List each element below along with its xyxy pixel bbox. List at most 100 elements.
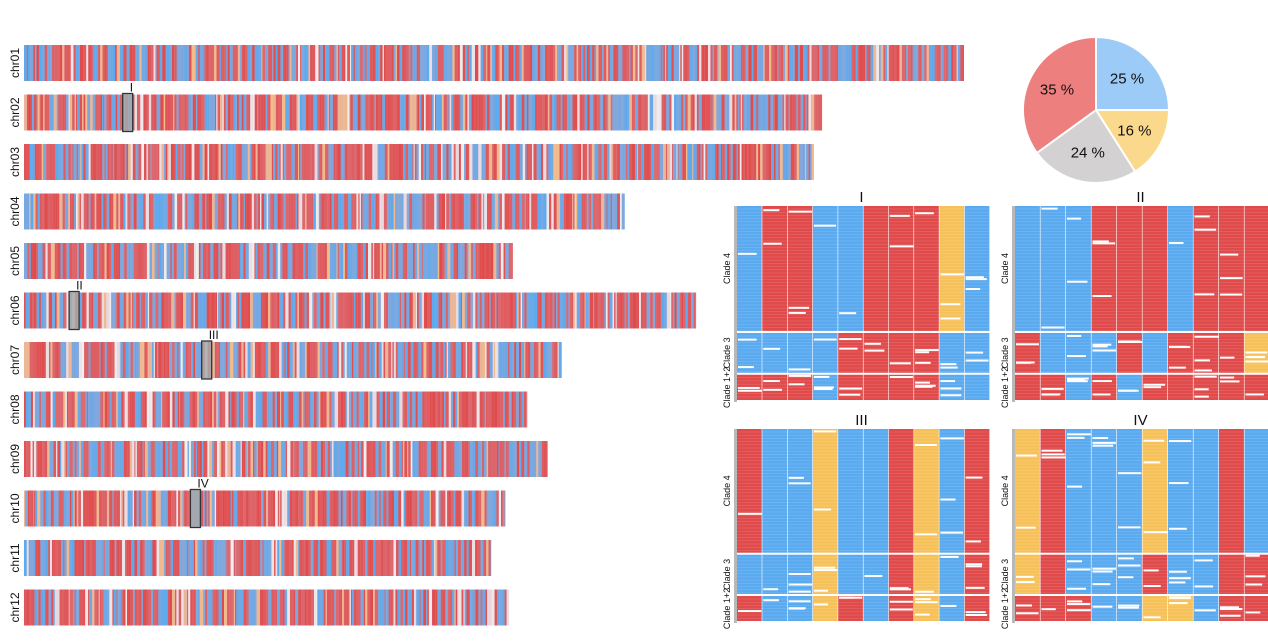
- genotype-gap: [889, 245, 914, 248]
- genotype-gap: [1169, 596, 1191, 599]
- clade-label: Clade 1+2: [1000, 588, 1010, 629]
- pie-label-3: 35 %: [1040, 82, 1074, 99]
- genotype-gap: [1041, 207, 1058, 210]
- genotype-gap: [1220, 277, 1243, 280]
- chromosome-bar-chr08: [24, 391, 528, 428]
- haplotype-block: [939, 333, 965, 373]
- genotype-gap: [1067, 280, 1088, 283]
- haplotype-block: [1091, 206, 1117, 332]
- genotype-gap: [1220, 253, 1239, 256]
- haplotype-block: [1091, 429, 1117, 553]
- haplotype-block: [1117, 554, 1142, 595]
- clade-label: Clade 4: [1000, 475, 1010, 506]
- haplotype-block: [737, 554, 762, 595]
- genotype-gap: [1092, 444, 1114, 447]
- genotype-gap: [915, 212, 934, 215]
- genotype-gap: [839, 393, 861, 396]
- genotype-gap: [1118, 557, 1134, 560]
- genotype-gap: [965, 359, 989, 362]
- clade-label: Clade 4: [1000, 253, 1010, 284]
- genotype-gap: [1143, 569, 1159, 572]
- genotype-gap: [1092, 441, 1116, 444]
- genotype-gap: [1067, 377, 1089, 380]
- genotype-gap: [1169, 241, 1184, 244]
- genotype-gap: [864, 342, 881, 345]
- genotype-gap: [915, 590, 934, 593]
- genotype-gap: [889, 608, 913, 611]
- haplotype-block: [1015, 554, 1040, 595]
- haplotype-block: [1066, 333, 1091, 373]
- genotype-gap: [1143, 386, 1162, 389]
- genotype-gap: [1169, 581, 1186, 584]
- chromosome-label: chr12: [8, 592, 22, 622]
- pie-chart: 25 % 16 % 24 % 35 %: [1022, 35, 1171, 185]
- haplotype-block: [1117, 333, 1142, 373]
- genotype-gap: [813, 386, 834, 389]
- genotype-gap: [839, 596, 863, 599]
- genotype-gap: [1067, 485, 1083, 488]
- clade-label: Clade 3: [722, 337, 732, 368]
- genotype-gap: [889, 362, 911, 365]
- haplotype-block: [812, 596, 838, 621]
- genotype-gap: [940, 380, 956, 383]
- genotype-gap: [1041, 326, 1065, 329]
- genotype-gap: [1092, 567, 1116, 570]
- genotype-gap: [1041, 449, 1063, 452]
- chromosome-bar-chr04: [24, 193, 625, 230]
- genotype-gap: [940, 363, 957, 366]
- genotype-gap: [889, 600, 913, 603]
- chromosome-label: chr05: [8, 246, 22, 276]
- haplotype-block: [914, 206, 939, 332]
- haplotype-block: [1168, 333, 1193, 373]
- panel-title: IV: [1133, 412, 1147, 429]
- genotype-gap: [1220, 356, 1235, 359]
- genotype-gap: [1194, 215, 1210, 218]
- genotype-gap: [1245, 356, 1266, 359]
- haplotype-block: [838, 374, 863, 400]
- genotype-gap: [940, 437, 964, 440]
- haplotype-block: [1244, 554, 1268, 595]
- haplotype-block: [812, 206, 838, 332]
- haplotype-block: [1066, 206, 1091, 332]
- genotype-gap: [788, 583, 813, 586]
- haplotype-block: [762, 206, 787, 332]
- genotype-gap: [1067, 609, 1091, 612]
- clade-label: Clade 3: [1000, 337, 1010, 368]
- genotype-gap: [1118, 526, 1141, 529]
- haplotype-block: [1040, 333, 1066, 373]
- haplotype-block: [1142, 554, 1168, 595]
- genotype-gap: [915, 598, 931, 601]
- haplotype-block: [1040, 429, 1066, 553]
- clade-label: Clade 1+2: [1000, 367, 1010, 408]
- genotype-gap: [788, 383, 805, 386]
- genotype-gap: [1245, 554, 1260, 557]
- genotype-gap: [915, 351, 930, 354]
- genotype-gap: [1194, 395, 1209, 398]
- genotype-gap: [965, 476, 983, 479]
- genotype-gap: [1245, 575, 1266, 578]
- genotype-gap: [1220, 293, 1243, 296]
- genotype-gap: [1169, 527, 1187, 530]
- genotype-gap: [1118, 341, 1143, 344]
- haplotype-block: [1040, 554, 1066, 595]
- genotype-gap: [813, 224, 836, 227]
- genotype-gap: [1092, 349, 1117, 352]
- genotype-gap: [738, 386, 760, 389]
- clade-label: Clade 3: [1000, 559, 1010, 590]
- haplotype-block: [863, 206, 889, 332]
- haplotype-block: [1219, 429, 1244, 553]
- genotype-gap: [1245, 393, 1264, 396]
- genotype-gap: [940, 366, 958, 369]
- genotype-gap: [915, 384, 936, 387]
- genotype-gap: [915, 533, 938, 536]
- genotype-gap: [813, 508, 832, 511]
- genotype-gap: [1016, 575, 1034, 578]
- haplotype-block: [1168, 429, 1193, 553]
- haplotype-block: [863, 554, 889, 595]
- genotype-gap: [813, 430, 837, 433]
- haplotype-block: [863, 333, 889, 373]
- genotype-gap: [839, 312, 857, 315]
- genotype-gap: [1092, 380, 1112, 383]
